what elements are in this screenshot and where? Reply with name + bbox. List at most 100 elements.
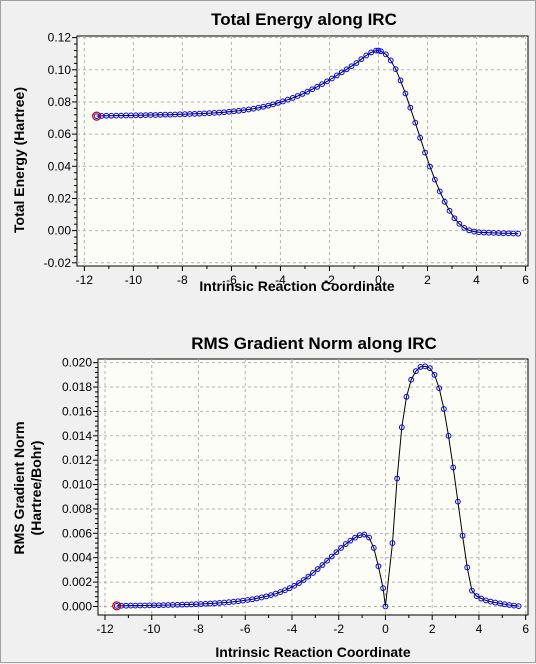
x-tick-label: -12 xyxy=(76,273,94,287)
plot-layer: -12 -10 -8 -6 -4 -2 0 2 4 6 -0.02 0.00 0.02 0.04 0.06 0… xyxy=(44,31,530,287)
data-point xyxy=(422,149,428,156)
x-tick-label: -8 xyxy=(193,622,204,636)
data-point xyxy=(370,545,377,551)
data-point xyxy=(368,49,375,56)
data-point xyxy=(454,498,461,505)
data-point xyxy=(333,72,340,79)
x-tick-label: -10 xyxy=(125,273,143,287)
data-point xyxy=(382,51,389,58)
data-point xyxy=(299,91,306,97)
series-line xyxy=(116,365,519,607)
gradient-chart-ylabel-line2: (Hartree/Bohr) xyxy=(28,441,44,536)
y-tick-label: 0.10 xyxy=(48,63,72,77)
energy-chart-xlabel: Intrinsic Reaction Coordinate xyxy=(199,278,394,294)
data-point xyxy=(473,593,480,600)
data-point xyxy=(347,537,354,544)
x-tick-label: -6 xyxy=(240,622,251,636)
x-tick-label: 2 xyxy=(429,622,436,636)
data-point xyxy=(375,563,382,570)
data-point xyxy=(348,63,355,70)
plot-area xyxy=(97,358,529,616)
current-point-marker xyxy=(92,111,102,121)
data-point xyxy=(403,393,410,400)
y-tick-label: 0.08 xyxy=(48,95,72,109)
x-tick-label: 4 xyxy=(473,273,480,287)
x-tick-label: 0 xyxy=(382,622,389,636)
x-tick-label: -4 xyxy=(275,273,286,287)
x-tick-label: -2 xyxy=(333,622,344,636)
y-tick-label: 0.00 xyxy=(48,224,72,238)
y-tick-label: 0.020 xyxy=(62,356,92,370)
data-point xyxy=(515,230,522,237)
energy-chart-ylabel: Total Energy (Hartree) xyxy=(11,87,27,233)
data-point xyxy=(310,570,316,576)
data-point xyxy=(286,585,293,592)
x-tick-label: -8 xyxy=(177,273,188,287)
data-point xyxy=(324,557,330,564)
x-tick-label: 6 xyxy=(522,622,529,636)
y-tick-label: 0.000 xyxy=(62,599,92,613)
gradient-chart: -12 -10 -8 -6 -4 -2 0 2 4 6 0.000 0.002 0.004 0.006 0.… xyxy=(11,334,529,660)
y-tick-label: 0.008 xyxy=(62,502,92,516)
data-point xyxy=(305,573,312,580)
data-point xyxy=(394,475,401,482)
y-tick-label: 0.012 xyxy=(62,453,92,467)
data-point xyxy=(294,93,301,99)
data-point xyxy=(342,541,349,547)
data-point xyxy=(338,545,344,551)
data-point xyxy=(389,540,396,546)
x-tick-label: -10 xyxy=(143,622,161,636)
data-point xyxy=(392,66,399,73)
data-point xyxy=(441,198,448,205)
data-point xyxy=(319,81,326,87)
data-point xyxy=(422,363,429,370)
data-point xyxy=(431,176,438,183)
y-tick-label: 0.006 xyxy=(62,526,92,540)
data-point xyxy=(469,587,475,594)
data-point xyxy=(431,371,438,378)
x-tick-label: -12 xyxy=(96,622,114,636)
y-tick-label: 0.12 xyxy=(48,31,72,45)
y-tick-label: 0.010 xyxy=(62,478,92,492)
plot-layer: -12 -10 -8 -6 -4 -2 0 2 4 6 0.000 0.002 0.004 0.006 0.… xyxy=(62,356,529,636)
data-point xyxy=(450,464,457,471)
data-point xyxy=(459,532,466,539)
data-point xyxy=(309,86,316,93)
data-point xyxy=(402,90,409,97)
data-point xyxy=(338,69,345,76)
data-point xyxy=(436,188,443,195)
energy-chart-title: Total Energy along IRC xyxy=(211,10,397,29)
data-point xyxy=(427,163,433,170)
data-point xyxy=(319,562,326,568)
x-tick-label: 0 xyxy=(375,273,382,287)
x-tick-label: -4 xyxy=(287,622,298,636)
data-point xyxy=(445,432,452,439)
x-tick-label: -6 xyxy=(226,273,237,287)
x-tick-label: 2 xyxy=(424,273,431,287)
gradient-chart-xlabel: Intrinsic Reaction Coordinate xyxy=(215,644,410,660)
data-point xyxy=(407,104,414,111)
data-point xyxy=(366,534,372,541)
data-point xyxy=(436,385,443,392)
plot-area xyxy=(76,35,529,267)
x-tick-label: 6 xyxy=(522,273,529,287)
data-point xyxy=(361,531,368,538)
y-tick-label: 0.004 xyxy=(62,551,92,565)
data-point xyxy=(456,220,463,227)
data-point xyxy=(382,603,389,610)
data-point xyxy=(380,585,387,592)
y-tick-label: 0.06 xyxy=(48,127,72,141)
x-tick-label: -2 xyxy=(324,273,335,287)
data-point xyxy=(314,566,321,572)
data-point xyxy=(412,119,419,126)
data-point xyxy=(289,95,296,101)
data-point xyxy=(284,96,291,103)
data-point xyxy=(296,580,302,586)
energy-chart: -12 -10 -8 -6 -4 -2 0 2 4 6 -0.02 0.00 0.02 0.04 0.06 0… xyxy=(11,10,529,294)
data-point xyxy=(378,48,384,55)
data-point xyxy=(358,56,365,63)
data-point xyxy=(279,98,286,105)
data-point xyxy=(478,595,485,602)
gradient-chart-title: RMS Gradient Norm along IRC xyxy=(191,334,437,353)
data-point xyxy=(417,134,424,141)
